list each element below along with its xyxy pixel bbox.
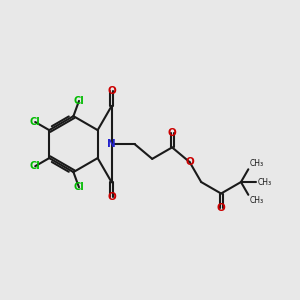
Text: CH₃: CH₃ bbox=[249, 196, 263, 205]
Text: O: O bbox=[217, 203, 225, 213]
Text: O: O bbox=[168, 128, 176, 138]
Text: CH₃: CH₃ bbox=[249, 159, 263, 168]
Text: Cl: Cl bbox=[30, 161, 40, 171]
Text: Cl: Cl bbox=[30, 117, 40, 127]
Text: O: O bbox=[185, 157, 194, 167]
Text: Cl: Cl bbox=[74, 96, 84, 106]
Text: CH₃: CH₃ bbox=[257, 178, 271, 187]
Text: O: O bbox=[107, 86, 116, 96]
Text: O: O bbox=[107, 192, 116, 202]
Text: N: N bbox=[107, 139, 116, 149]
Text: Cl: Cl bbox=[74, 182, 84, 192]
